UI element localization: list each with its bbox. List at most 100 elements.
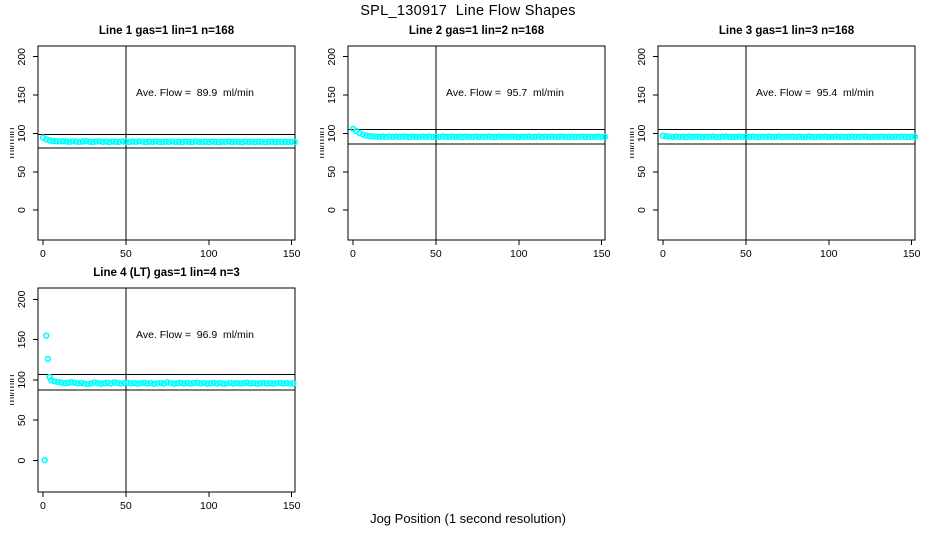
data-point (258, 138, 266, 146)
x-axis: 0 50 100 150 (40, 240, 301, 260)
data-point (369, 133, 377, 140)
data-point (102, 138, 110, 145)
data-point (109, 138, 116, 145)
data-point (585, 133, 592, 140)
data-point (202, 138, 209, 145)
data-point (207, 380, 214, 387)
data-point (235, 138, 242, 146)
data-point (232, 138, 239, 145)
data-point (818, 133, 826, 141)
data-point (253, 380, 261, 387)
y-tick-label: 100 (16, 125, 28, 143)
data-point (512, 133, 519, 141)
data-point (908, 133, 915, 140)
data-point (412, 133, 420, 141)
x-axis: 0 50 100 150 (660, 240, 921, 260)
data-point (142, 138, 150, 146)
data-point (69, 138, 76, 145)
data-point (565, 133, 572, 141)
data-point (49, 137, 57, 145)
data-point (875, 133, 882, 141)
data-point (548, 133, 556, 140)
y-tick-label: 150 (326, 86, 338, 104)
data-point (270, 380, 277, 387)
data-point (263, 380, 270, 387)
data-point (228, 138, 236, 146)
data-point (160, 380, 168, 387)
data-point (578, 133, 585, 140)
data-point (822, 133, 829, 140)
data-point (442, 133, 450, 141)
data-point (588, 133, 595, 141)
data-series (41, 332, 297, 464)
data-point (194, 379, 201, 386)
data-point (482, 133, 489, 141)
data-point (179, 138, 186, 146)
data-point (805, 133, 813, 140)
data-point (425, 133, 433, 140)
y-tick-label: 50 (636, 166, 648, 178)
data-point (745, 133, 753, 141)
data-point (91, 379, 98, 386)
data-point (809, 133, 816, 141)
data-point (252, 138, 259, 146)
y-tick-label: 100 (636, 125, 648, 143)
data-point (785, 133, 793, 141)
data-point (255, 138, 262, 145)
data-point (502, 133, 509, 140)
y-axis-label: ml/min (10, 127, 17, 158)
data-point (532, 133, 539, 141)
data-point (515, 133, 523, 141)
data-point (174, 379, 181, 387)
page-title: SPL_130917 Line Flow Shapes (360, 3, 576, 19)
data-point (155, 138, 163, 146)
data-point (200, 379, 208, 387)
data-point (525, 133, 532, 140)
data-point (283, 379, 290, 387)
data-point (152, 138, 159, 145)
data-point (203, 380, 211, 387)
data-point (220, 380, 227, 388)
data-point (852, 133, 859, 141)
data-point (376, 133, 383, 141)
data-point (218, 138, 226, 146)
data-point (71, 379, 78, 386)
x-tick-label: 50 (740, 248, 752, 260)
data-point (291, 138, 299, 146)
plot-canvas: 0 50 100 150 200 0 50 100 150 ml/min (320, 45, 611, 260)
data-point (742, 133, 750, 140)
data-point (505, 133, 513, 141)
data-point (115, 138, 123, 146)
data-point (119, 138, 126, 145)
data-point (250, 379, 257, 387)
y-tick-label: 100 (326, 125, 338, 143)
y-axis: 0 50 100 150 200 (636, 48, 658, 213)
x-tick-label: 50 (120, 500, 132, 512)
data-point (406, 133, 413, 141)
data-point (432, 133, 440, 140)
data-point (257, 380, 264, 387)
y-tick-label: 0 (326, 207, 338, 213)
data-point (409, 133, 416, 140)
data-point (679, 133, 687, 140)
data-point (789, 133, 796, 140)
data-point (281, 138, 289, 146)
data-point (172, 138, 179, 146)
data-point (858, 133, 866, 140)
data-point (706, 133, 713, 141)
data-point (278, 138, 285, 146)
data-point (472, 133, 479, 140)
data-point (558, 133, 566, 140)
x-tick-label: 50 (430, 248, 442, 260)
data-point (120, 379, 128, 387)
data-point (435, 133, 443, 141)
data-point (726, 133, 733, 141)
data-point (134, 380, 141, 387)
data-point (848, 133, 856, 140)
data-point (266, 379, 274, 387)
data-point (755, 133, 763, 141)
data-point (762, 133, 770, 141)
data-point (666, 133, 673, 140)
x-tick-label: 100 (510, 248, 528, 260)
data-point (175, 138, 183, 146)
